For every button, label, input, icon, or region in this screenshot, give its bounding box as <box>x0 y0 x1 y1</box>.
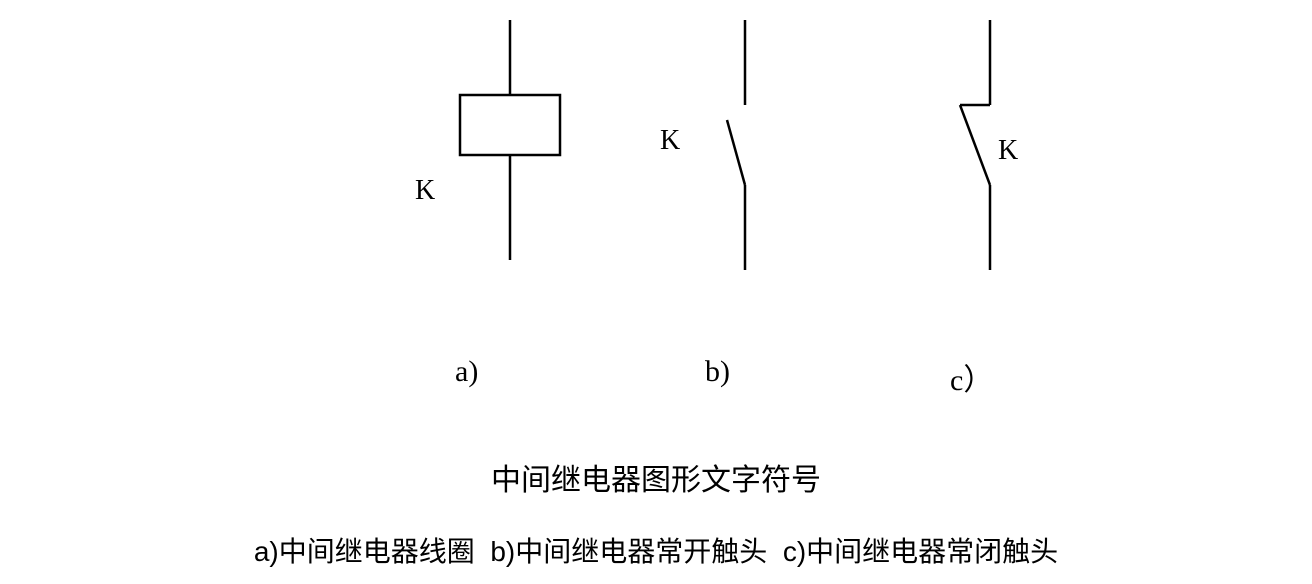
k-label-a: K <box>415 175 435 207</box>
sub-label-c: c） <box>950 355 993 399</box>
k-label-b: K <box>660 125 680 157</box>
legend-c-prefix: c) <box>783 536 806 567</box>
symbol-a-relay-coil: K <box>430 20 590 270</box>
symbol-c-normally-closed: K <box>930 20 1050 270</box>
diagram-title: 中间继电器图形文字符号 <box>491 455 821 499</box>
sub-label-a: a) <box>455 355 478 389</box>
legend-b-prefix: b) <box>490 536 515 567</box>
relay-symbols-diagram: K K K a) b) c） 中间继电器图形文字符号 <box>0 0 1312 584</box>
legend-c-text: 中间继电器常闭触头 <box>806 536 1058 567</box>
k-label-c: K <box>998 135 1018 167</box>
nc-contact-arm <box>960 105 990 185</box>
no-contact-arm <box>727 120 745 185</box>
sub-labels-row: a) b) c） <box>0 355 1312 405</box>
relay-coil-svg <box>430 20 590 270</box>
legend-text: a)中间继电器线圈 b)中间继电器常开触头 c)中间继电器常闭触头 <box>254 536 1058 567</box>
sub-label-b: b) <box>705 355 730 389</box>
legend-a-text: 中间继电器线圈 <box>279 536 475 567</box>
symbol-b-normally-open: K <box>695 20 795 270</box>
no-contact-svg <box>695 20 795 270</box>
coil-rect <box>460 95 560 155</box>
nc-contact-svg <box>930 20 1050 270</box>
legend-row: a)中间继电器线圈 b)中间继电器常开触头 c)中间继电器常闭触头 <box>0 530 1312 570</box>
legend-a-prefix: a) <box>254 536 279 567</box>
symbols-row: K K K <box>0 20 1312 300</box>
legend-b-text: 中间继电器常开触头 <box>515 536 767 567</box>
